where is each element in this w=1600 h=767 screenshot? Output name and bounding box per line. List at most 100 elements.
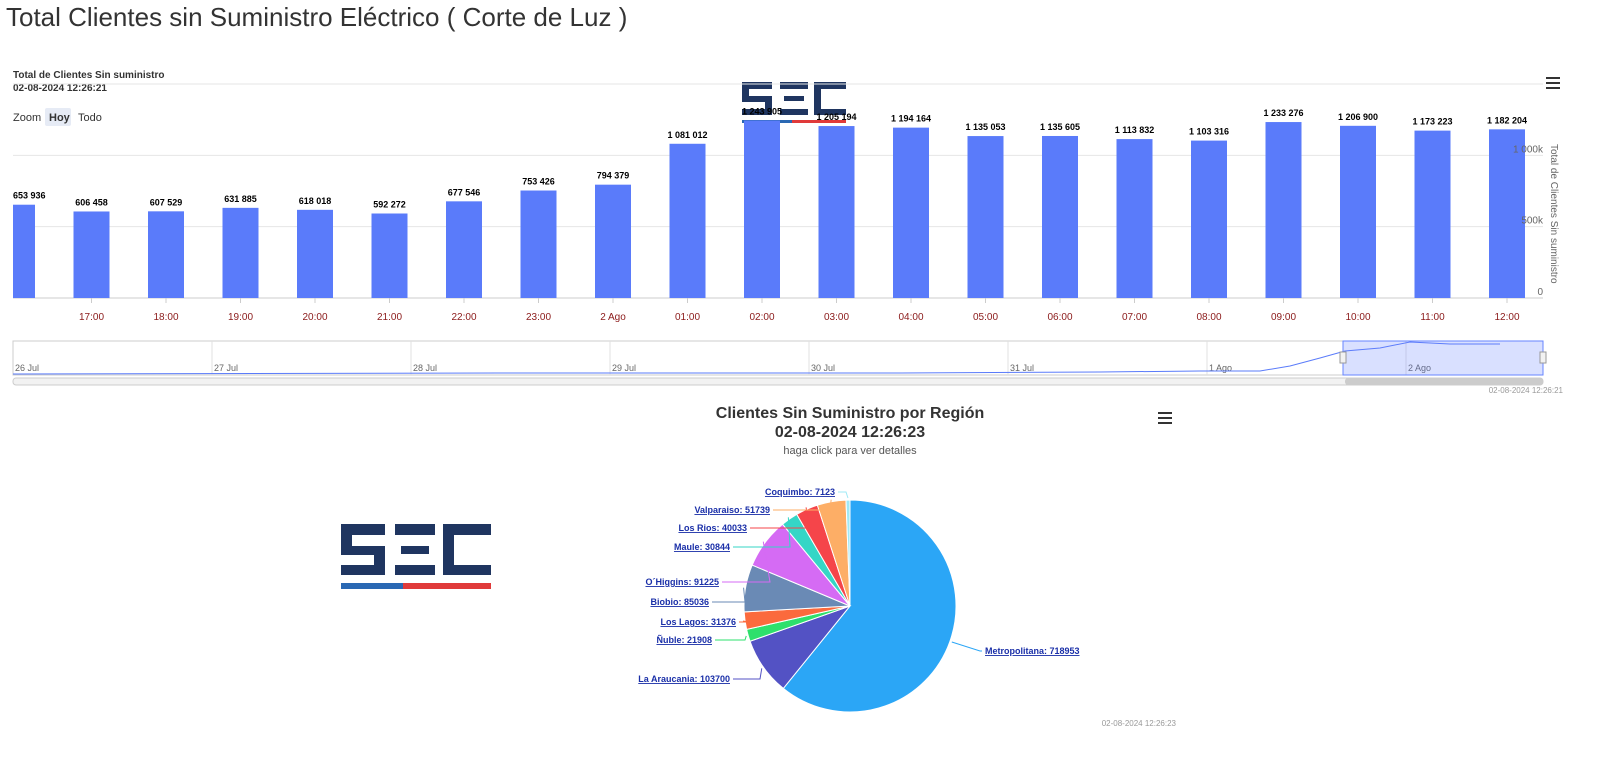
navigator-series (12, 341, 1500, 375)
bar-data-label: 1 103 316 (1189, 127, 1229, 137)
bar-data-label: 1 205 194 (816, 112, 856, 122)
pie-labels[interactable]: Metropolitana: 718953 La Araucania: 10370… (638, 487, 1079, 684)
navigator-scrollbar[interactable] (12, 377, 1544, 386)
pie-connector (838, 491, 849, 499)
bar[interactable] (1489, 129, 1525, 298)
pie-slice-label[interactable]: O´Higgins: 91225 (645, 577, 719, 587)
pie-connector (750, 507, 811, 529)
hamburger-menu-icon[interactable] (1158, 412, 1172, 424)
x-tick-label: 02:00 (749, 312, 774, 323)
bar-data-label: 1 135 605 (1040, 122, 1080, 132)
x-tick-label: 18:00 (153, 312, 178, 323)
navigator-label: 1 Ago (1209, 363, 1232, 373)
bar[interactable] (818, 126, 855, 298)
navigator-label: 30 Jul (811, 363, 835, 373)
bar-data-label: 1 206 900 (1338, 112, 1378, 122)
pie-subtitle-time: 02-08-2024 12:26:23 (775, 424, 925, 441)
bar[interactable] (1191, 140, 1227, 298)
bar[interactable] (73, 211, 110, 298)
bar-data-label: 1 182 204 (1487, 115, 1527, 125)
zoom-label: Zoom (13, 112, 41, 124)
bar[interactable] (1265, 122, 1302, 298)
bar-data-label: 1 233 276 (1263, 108, 1303, 118)
pie-slice-label[interactable]: Ñuble: 21908 (656, 635, 712, 645)
bar[interactable] (744, 120, 780, 298)
bar-data-label: 606 458 (75, 197, 108, 207)
navigator-handle-left[interactable] (1339, 351, 1347, 364)
bar[interactable] (446, 201, 482, 298)
bar[interactable] (148, 211, 184, 298)
zoom-hoy-button[interactable]: Hoy (49, 112, 71, 124)
bar-data-label: 607 529 (150, 197, 183, 207)
bar-data-label: 1 194 164 (891, 114, 931, 124)
x-tick-label: 22:00 (451, 312, 476, 323)
bar-chart-credit: 02-08-2024 12:26:21 (1489, 386, 1564, 395)
bar[interactable] (1414, 130, 1451, 298)
x-tick-label: 2 Ago (600, 312, 626, 323)
pie-connector (722, 541, 771, 583)
navigator-selection[interactable] (1342, 340, 1544, 376)
x-tick-label: 03:00 (824, 312, 849, 323)
bar-series (13, 120, 1525, 298)
x-tick-label: 21:00 (377, 312, 402, 323)
navigator-label: 29 Jul (612, 363, 636, 373)
pie-slice-label[interactable]: Metropolitana: 718953 (985, 646, 1080, 656)
bar-data-label: 794 379 (597, 171, 630, 181)
pie-connector (733, 517, 791, 548)
bar-data-label: 1 081 012 (667, 130, 707, 140)
bar[interactable] (222, 207, 259, 298)
pie-slice-label[interactable]: Los Rios: 40033 (678, 523, 747, 533)
pie-connector (951, 641, 982, 652)
hamburger-menu-icon[interactable] (1546, 77, 1560, 89)
y-axis-title: Total de Clientes Sin suministro (1548, 144, 1559, 284)
bar-data-label: 1 173 223 (1412, 117, 1452, 127)
bar[interactable] (669, 143, 706, 298)
pie-slice[interactable] (782, 499, 957, 713)
navigator-handle-right[interactable] (1539, 351, 1547, 364)
x-tick-label: 07:00 (1122, 312, 1147, 323)
bar-data-label: 1 113 832 (1115, 125, 1155, 135)
sec-logo (341, 524, 491, 589)
pie-connectors (712, 491, 982, 680)
bar[interactable] (595, 184, 631, 298)
bar[interactable] (297, 209, 333, 298)
bar-x-axis: 17:00 18:00 19:00 20:00 21:00 22:00 23:00 2 Ago… (79, 298, 1520, 323)
pie-slice-label[interactable]: La Araucania: 103700 (638, 674, 730, 684)
pie-connector (739, 620, 749, 623)
bar[interactable] (13, 204, 35, 298)
bar-data-label: 618 018 (299, 196, 332, 206)
x-tick-label: 12:00 (1494, 312, 1519, 323)
bar-data-label: 677 546 (448, 187, 481, 197)
pie-slices[interactable] (743, 499, 957, 713)
pie-slice-label[interactable]: Valparaiso: 51739 (694, 505, 770, 515)
x-tick-label: 17:00 (79, 312, 104, 323)
bar[interactable] (520, 190, 557, 298)
navigator-scrollbar-thumb[interactable] (1345, 378, 1543, 385)
y-tick-label: 1 000k (1513, 144, 1544, 155)
pie-slice-label[interactable]: Coquimbo: 7123 (765, 487, 835, 497)
zoom-hoy-button-bg[interactable] (45, 108, 71, 126)
bar-data-label: 653 936 (13, 191, 46, 201)
pie-connector (715, 635, 747, 641)
navigator-label: 26 Jul (15, 363, 39, 373)
bar[interactable] (1340, 125, 1376, 298)
pie-slice-label[interactable]: Biobio: 85036 (650, 597, 709, 607)
x-tick-label: 09:00 (1271, 312, 1296, 323)
pie-slice[interactable] (845, 499, 851, 607)
bar[interactable] (1116, 139, 1153, 298)
navigator[interactable]: 26 Jul 27 Jul 28 Jul 29 Jul 30 Jul 31 Jul 1 Ag… (12, 340, 1547, 386)
bar[interactable] (1042, 135, 1078, 298)
bar-chart: Total de Clientes Sin suministro 02-08-2… (12, 70, 1564, 395)
bar[interactable] (893, 127, 929, 298)
bar-data-label: 631 885 (224, 194, 257, 204)
pie-slice-label[interactable]: Maule: 30844 (674, 542, 730, 552)
pie-slice-label[interactable]: Los Lagos: 31376 (660, 617, 736, 627)
zoom-todo-button[interactable]: Todo (78, 112, 102, 124)
pie-connector (712, 587, 746, 603)
bar[interactable] (371, 213, 408, 298)
pie-chart: Clientes Sin Suministro por Región 02-08… (341, 405, 1177, 728)
chart-header-title: Total de Clientes Sin suministro (13, 70, 165, 81)
bar[interactable] (967, 136, 1004, 298)
y-tick-label: 500k (1521, 216, 1544, 227)
x-tick-label: 06:00 (1047, 312, 1072, 323)
